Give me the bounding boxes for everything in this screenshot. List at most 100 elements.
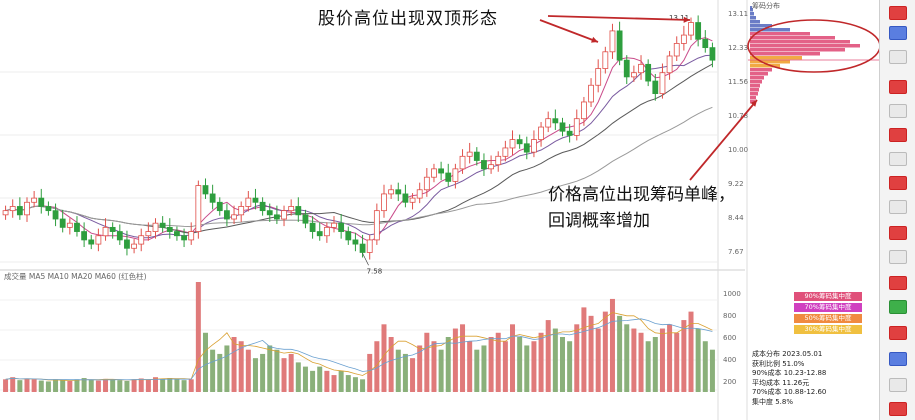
volume-bar [367, 353, 373, 392]
volume-bar [317, 366, 323, 392]
volume-bar [559, 337, 565, 392]
volume-bar [103, 378, 109, 392]
toolbar-button[interactable] [889, 402, 907, 416]
candle-body [216, 201, 223, 212]
volume-bar [581, 307, 587, 392]
moving-average-line [5, 54, 713, 239]
volume-bar [588, 315, 594, 392]
volume-bar [688, 311, 694, 392]
candle-body [623, 59, 630, 78]
toolbar-button[interactable] [889, 6, 907, 20]
volume-bar [167, 378, 173, 392]
candle-body [159, 222, 166, 228]
volume-bar [3, 379, 9, 392]
volume-bar [460, 324, 466, 392]
volume-bar [674, 332, 680, 392]
toolbar-button[interactable] [889, 128, 907, 142]
chip-bar [750, 20, 760, 24]
volume-bar [245, 349, 251, 392]
candle-body [531, 139, 537, 153]
candle-body [545, 118, 552, 128]
volume-bar [117, 380, 123, 392]
toolbar-button[interactable] [889, 300, 907, 314]
chip-bar [750, 16, 756, 20]
candle-body [652, 80, 659, 95]
volume-bar [17, 380, 23, 392]
volume-bar [609, 298, 615, 392]
volume-bar [124, 381, 130, 392]
volume-bar [252, 358, 258, 392]
chip-bar [750, 40, 850, 44]
toolbar-button[interactable] [889, 378, 907, 392]
toolbar-button[interactable] [889, 50, 907, 64]
candle-body [316, 231, 323, 237]
volume-bar [652, 337, 658, 392]
toolbar-button[interactable] [889, 176, 907, 190]
candle-body [259, 201, 266, 212]
toolbar-button[interactable] [889, 152, 907, 166]
candle-body [166, 226, 173, 232]
toolbar-button[interactable] [889, 352, 907, 366]
volume-bar [81, 378, 87, 392]
candle-body [302, 214, 309, 224]
candle-body [2, 210, 9, 216]
volume-bar [95, 380, 101, 392]
candle-body [145, 231, 152, 237]
price-axis-label: 11.56 [728, 78, 749, 86]
volume-bar [702, 341, 708, 392]
volume-bar [53, 379, 59, 392]
volume-bar [452, 328, 458, 392]
chip-bar [750, 48, 845, 52]
candle-body [609, 30, 616, 53]
volume-bar [510, 324, 516, 392]
candle-body [366, 239, 373, 253]
candle-body [9, 206, 16, 212]
candle-body [416, 189, 423, 199]
candle-body [473, 151, 480, 161]
toolbar-button[interactable] [889, 80, 907, 94]
toolbar-button[interactable] [889, 226, 907, 240]
volume-bar [281, 358, 287, 392]
volume-bar [638, 332, 644, 392]
candle-body [74, 222, 80, 232]
toolbar-button[interactable] [889, 276, 907, 290]
toolbar-button[interactable] [889, 250, 907, 264]
volume-bar [538, 332, 544, 392]
volume-bar [210, 349, 216, 392]
volume-bar [160, 379, 166, 392]
toolbar-button[interactable] [889, 200, 907, 214]
volume-bar [288, 353, 294, 392]
candle-body [273, 214, 280, 220]
chip-stat-row: 获利比例 51.0% [752, 359, 805, 368]
candle-body [295, 206, 302, 216]
volume-bar [338, 370, 344, 392]
volume-bar [531, 341, 537, 392]
candle-body [509, 139, 516, 149]
volume-bar [602, 311, 608, 392]
high-price-label: 13.11 [669, 14, 689, 22]
toolbar-button[interactable] [889, 326, 907, 340]
candle-body [409, 197, 416, 203]
volume-bar [138, 378, 144, 392]
volume-bar [310, 370, 316, 392]
toolbar-button[interactable] [889, 104, 907, 118]
volume-bar [274, 349, 280, 392]
candle-body [138, 235, 145, 245]
price-axis-label: 10.00 [728, 146, 748, 154]
chip-panel-title: 筹码分布 [752, 1, 780, 10]
volume-bar [231, 337, 237, 392]
price-axis-label: 8.44 [728, 214, 744, 222]
candle-body [345, 231, 352, 241]
candle-body [659, 72, 666, 95]
volume-bar [131, 379, 137, 392]
candle-body [538, 126, 544, 140]
price-axis-label: 7.67 [728, 248, 744, 256]
chip-bar [750, 8, 753, 12]
volume-bar [224, 345, 230, 392]
candle-body [566, 130, 573, 136]
volume-bar [481, 345, 487, 392]
toolbar-button[interactable] [889, 26, 907, 40]
volume-header: 成交量 MA5 MA10 MA20 MA60 (红色柱) [4, 271, 147, 281]
arrow-to-second-top [547, 15, 691, 21]
